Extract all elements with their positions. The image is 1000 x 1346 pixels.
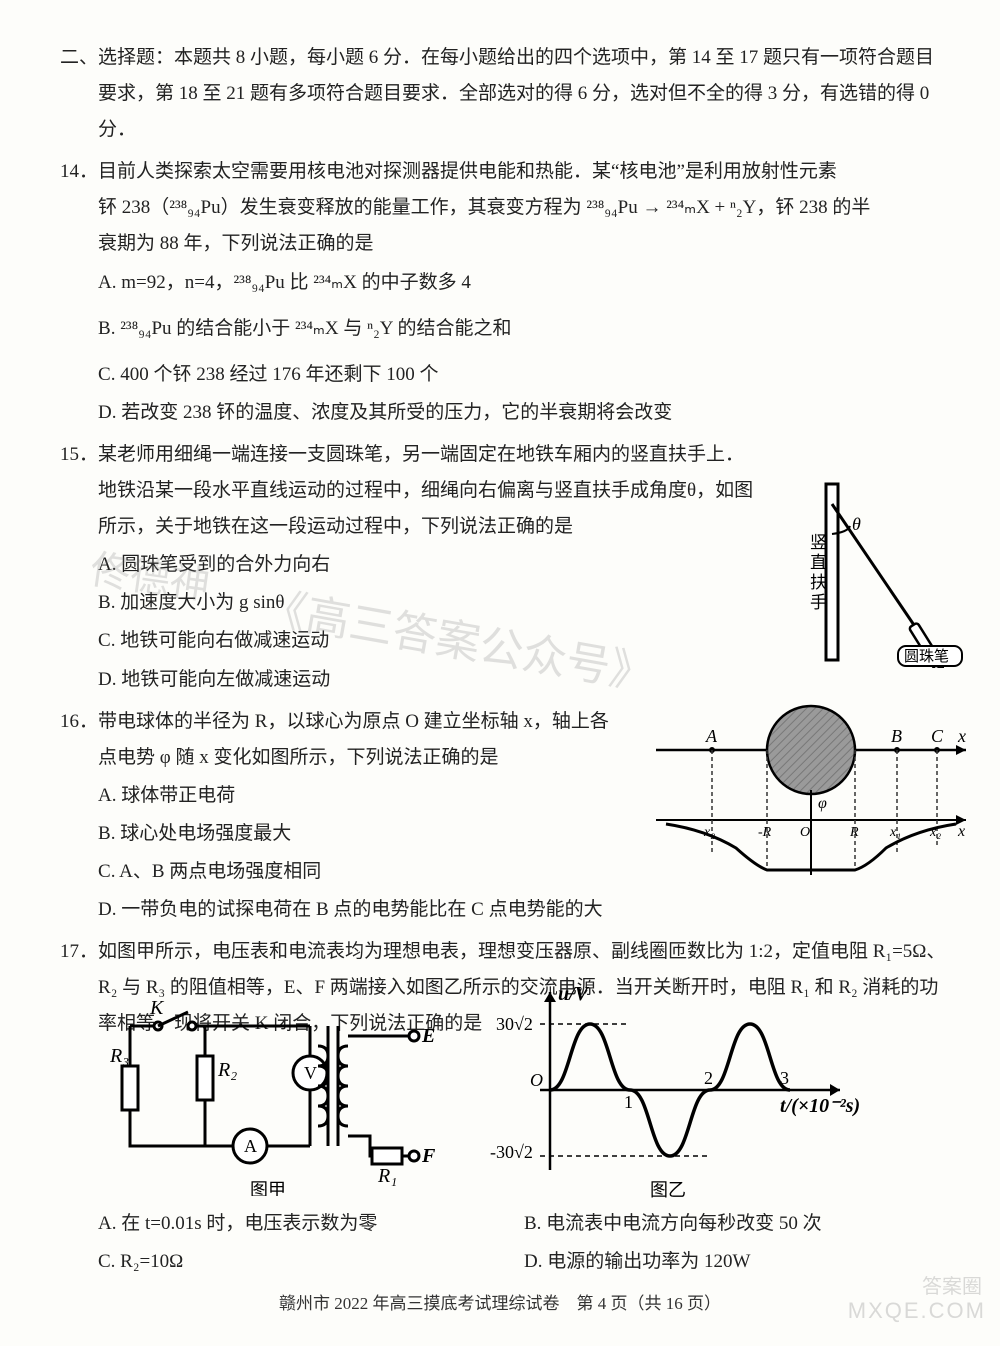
fig-yi-label: 图乙 xyxy=(650,1180,686,1200)
q14-option-a: A. m=92，n=4，²³⁸₉₄Pu 比 ²³⁴ₘX 的中子数多 4 xyxy=(98,265,950,301)
section-text: 选择题：本题共 8 小题，每小题 6 分．在每小题给出的四个选项中，第 14 至… xyxy=(98,40,950,148)
svg-text:V: V xyxy=(304,1063,317,1083)
question-14: 14． 目前人类探索太空需要用核电池对探测器提供电能和热能．某“核电池”是利用放… xyxy=(60,154,950,431)
svg-text:θ: θ xyxy=(852,514,861,534)
q14-stem2-mid: ）发生衰变释放的能量工作，其衰变方程为 xyxy=(221,197,587,218)
svg-text:x₁: x₁ xyxy=(889,825,901,840)
pen-label: 圆珠笔 xyxy=(904,648,949,665)
svg-text:2: 2 xyxy=(704,1068,713,1088)
q16-number: 16． xyxy=(60,704,98,929)
q14-stem2-post: ，钚 238 的半 xyxy=(756,197,870,218)
q16-option-b: B. 球心处电场强度最大 xyxy=(98,816,610,852)
svg-text:x: x xyxy=(957,726,966,746)
svg-text:K: K xyxy=(149,997,165,1019)
svg-text:1: 1 xyxy=(624,1092,633,1112)
q17-option-c: C. R₂=10Ω xyxy=(98,1244,524,1280)
q14-option-b: B. ²³⁸₉₄Pu 的结合能小于 ²³⁴ₘX 与 ⁿ₂Y 的结合能之和 xyxy=(98,311,950,347)
q17-option-d: D. 电源的输出功率为 120W xyxy=(524,1244,950,1280)
svg-text:R: R xyxy=(849,825,859,840)
svg-text:x: x xyxy=(957,823,965,840)
q16-figure: x A B C x φ xyxy=(646,690,976,880)
page-footer: 赣州市 2022 年高三摸底考试理综试卷 第 4 页（共 16 页） xyxy=(0,1288,1000,1320)
svg-text:竖: 竖 xyxy=(810,533,827,552)
svg-text:t/(×10⁻²s): t/(×10⁻²s) xyxy=(780,1095,860,1117)
svg-text:E: E xyxy=(421,1025,435,1047)
q15-figure: 竖 直 扶 手 θ 圆珠笔 xyxy=(790,478,970,668)
svg-text:-R: -R xyxy=(758,825,772,840)
q17-number: 17． xyxy=(60,934,98,1042)
q14-stem-line2: 钚 238（²³⁸₉₄Pu）发生衰变释放的能量工作，其衰变方程为 ²³⁸₉₄Pu… xyxy=(98,190,950,226)
q17-option-b: B. 电流表中电流方向每秒改变 50 次 xyxy=(524,1206,950,1242)
q14-stem2-pre: 钚 238（ xyxy=(98,197,169,218)
svg-text:30√2: 30√2 xyxy=(496,1014,533,1034)
q14-option-c: C. 400 个钚 238 经过 176 年还剩下 100 个 xyxy=(98,357,950,393)
q17-options: A. 在 t=0.01s 时，电压表示数为零 C. R₂=10Ω B. 电流表中… xyxy=(98,1204,950,1280)
q14-number: 14． xyxy=(60,154,98,431)
section-header: 二、 选择题：本题共 8 小题，每小题 6 分．在每小题给出的四个选项中，第 1… xyxy=(60,40,950,148)
q14-stem-line3: 衰期为 88 年，下列说法正确的是 xyxy=(98,226,950,262)
svg-text:φ: φ xyxy=(818,795,827,812)
fig-jia-label: 图甲 xyxy=(250,1180,286,1196)
q16-option-d: D. 一带负电的试探电荷在 B 点的电势能比在 C 点电势能的大 xyxy=(98,892,950,928)
svg-text:B: B xyxy=(891,726,902,746)
q15-stem: 某老师用细绳一端连接一支圆珠笔，另一端固定在地铁车厢内的竖直扶手上．地铁沿某一段… xyxy=(98,437,760,545)
q17-circuit-figure: K R₃ R₂ A V E F R₁ 图甲 xyxy=(110,996,440,1196)
svg-text:F: F xyxy=(421,1145,436,1167)
svg-text:O: O xyxy=(530,1070,543,1090)
q15-option-c: C. 地铁可能向右做减速运动 xyxy=(98,623,760,659)
q15-option-a: A. 圆珠笔受到的合外力向右 xyxy=(98,547,760,583)
svg-text:A: A xyxy=(705,726,718,746)
svg-text:A: A xyxy=(244,1136,257,1156)
svg-text:O: O xyxy=(800,825,810,840)
q14-equation: ²³⁸₉₄Pu → ²³⁴ₘX + ⁿ₂Y xyxy=(586,197,756,218)
svg-text:C: C xyxy=(931,726,944,746)
svg-text:R₃: R₃ xyxy=(110,1045,129,1067)
svg-text:R₂: R₂ xyxy=(217,1059,237,1081)
q16-option-a: A. 球体带正电荷 xyxy=(98,778,610,814)
svg-text:手: 手 xyxy=(810,593,827,612)
q14-option-d: D. 若改变 238 钚的温度、浓度及其所受的压力，它的半衰期将会改变 xyxy=(98,395,950,431)
svg-text:x₂: x₂ xyxy=(929,825,941,840)
section-number: 二、 xyxy=(60,40,98,148)
svg-text:扶: 扶 xyxy=(810,573,827,592)
q15-option-b: B. 加速度大小为 g sinθ xyxy=(98,585,760,621)
q17-option-a: A. 在 t=0.01s 时，电压表示数为零 xyxy=(98,1206,524,1242)
q14-nuclide: ²³⁸₉₄Pu xyxy=(169,197,220,218)
svg-text:R₁: R₁ xyxy=(377,1165,397,1187)
svg-text:u/V: u/V xyxy=(558,983,590,1005)
q17-wave-figure: u/V t/(×10⁻²s) O 30√2 -30√2 1 2 3 图乙 xyxy=(480,980,860,1200)
svg-text:x₂: x₂ xyxy=(703,825,715,840)
exam-page: 佟德神 《高三答案公众号》 答案圈 MXQE.COM 二、 选择题：本题共 8 … xyxy=(0,0,1000,1346)
q16-stem: 带电球体的半径为 R，以球心为原点 O 建立坐标轴 x，轴上各点电势 φ 随 x… xyxy=(98,704,610,776)
q15-number: 15． xyxy=(60,437,98,698)
svg-text:直: 直 xyxy=(810,553,827,572)
svg-text:-30√2: -30√2 xyxy=(490,1142,533,1162)
q14-stem-line1: 目前人类探索太空需要用核电池对探测器提供电能和热能．某“核电池”是利用放射性元素 xyxy=(98,154,950,190)
